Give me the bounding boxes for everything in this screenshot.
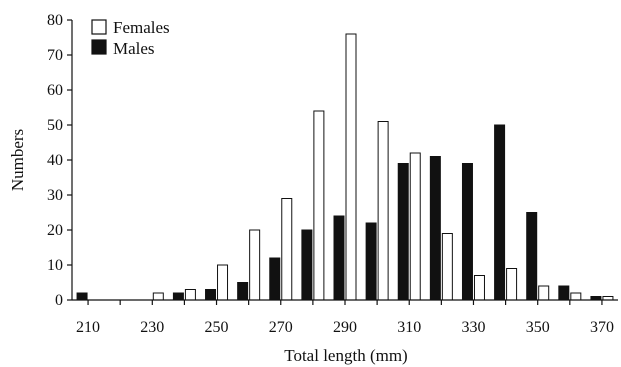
y-ticks-group: 0 10 20 30 40 50 60 70 80 xyxy=(47,12,72,309)
y-tick-label-40: 40 xyxy=(47,152,63,169)
bar-females-350 xyxy=(538,285,550,301)
bar-males-360 xyxy=(558,285,570,301)
y-tick-label-10: 10 xyxy=(47,257,63,274)
y-tick-label-60: 60 xyxy=(47,82,63,99)
x-tick-label-230: 230 xyxy=(140,319,164,336)
legend-label-males: Males xyxy=(113,39,155,58)
bar-males-250 xyxy=(205,289,217,301)
x-tick-label-250: 250 xyxy=(205,319,229,336)
bar-males-260 xyxy=(237,282,249,301)
x-tick-label-350: 350 xyxy=(526,319,550,336)
y-tick-label-80: 80 xyxy=(47,12,63,29)
bar-males-320 xyxy=(429,156,441,301)
y-tick-label-20: 20 xyxy=(47,222,63,239)
bar-females-310 xyxy=(409,152,421,301)
bar-males-240 xyxy=(172,292,184,301)
bar-females-280 xyxy=(313,110,325,301)
bar-females-360 xyxy=(570,292,582,301)
x-tick-label-310: 310 xyxy=(397,319,421,336)
bar-females-320 xyxy=(441,233,453,301)
y-tick-label-30: 30 xyxy=(47,187,63,204)
bar-females-230 xyxy=(152,292,164,301)
bar-males-300 xyxy=(365,222,377,301)
x-ticks-group: 210 230 250 270 290 310 330 350 370 xyxy=(76,300,614,336)
x-tick-label-270: 270 xyxy=(269,319,293,336)
bar-females-300 xyxy=(377,121,389,301)
bar-males-340 xyxy=(494,124,506,301)
legend: Females Males xyxy=(91,18,170,58)
bar-males-210 xyxy=(76,292,88,301)
x-tick-label-330: 330 xyxy=(461,319,485,336)
bar-males-350 xyxy=(526,212,538,301)
bar-males-290 xyxy=(333,215,345,301)
y-tick-label-0: 0 xyxy=(55,292,63,309)
bar-females-250 xyxy=(217,264,229,301)
legend-swatch-males xyxy=(91,39,107,55)
y-tick-label-50: 50 xyxy=(47,117,63,134)
bar-males-270 xyxy=(269,257,281,301)
bar-females-240 xyxy=(184,289,196,301)
bar-females-340 xyxy=(506,268,518,301)
y-tick-label-70: 70 xyxy=(47,47,63,64)
legend-label-females: Females xyxy=(113,18,170,37)
x-tick-label-290: 290 xyxy=(333,319,357,336)
bar-females-270 xyxy=(281,198,293,301)
y-axis-title: Numbers xyxy=(8,129,27,191)
x-axis-title: Total length (mm) xyxy=(284,346,407,365)
bar-males-280 xyxy=(301,229,313,301)
bar-females-260 xyxy=(249,229,261,301)
bar-males-330 xyxy=(461,163,473,301)
x-tick-label-210: 210 xyxy=(76,319,100,336)
x-tick-label-370: 370 xyxy=(590,319,614,336)
bar-males-310 xyxy=(397,163,409,301)
bar-females-330 xyxy=(473,275,485,301)
legend-swatch-females xyxy=(91,19,107,35)
bar-females-290 xyxy=(345,33,357,301)
bars-group xyxy=(76,33,614,301)
